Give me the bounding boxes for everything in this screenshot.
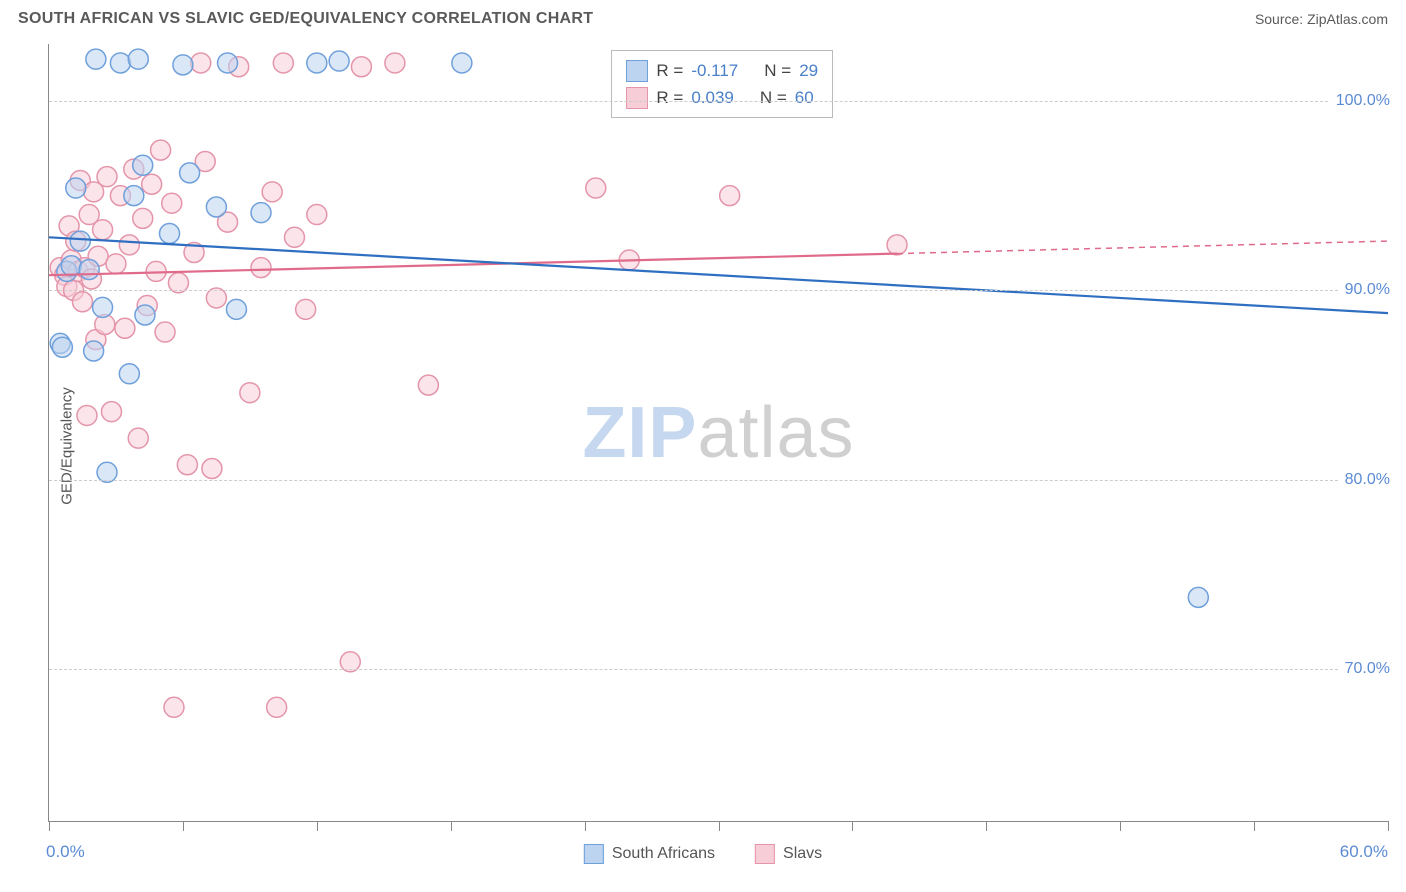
r-value-slavs: 0.039 — [691, 84, 734, 111]
r-value-south-africans: -0.117 — [691, 57, 738, 84]
n-value-slavs: 60 — [795, 84, 814, 111]
legend-label-slavs: Slavs — [783, 845, 822, 863]
chart-plot-area: ZIPatlas R = -0.117 N = 29 R = 0.039 N =… — [48, 44, 1388, 822]
legend-label-south-africans: South Africans — [612, 845, 715, 863]
n-label: N = — [764, 57, 791, 84]
n-value-south-africans: 29 — [799, 57, 818, 84]
chart-source: Source: ZipAtlas.com — [1255, 11, 1388, 27]
r-label: R = — [656, 84, 683, 111]
y-tick-label: 70.0% — [1339, 660, 1390, 678]
legend-swatch-icon — [584, 844, 604, 864]
legend-row-south-africans: R = -0.117 N = 29 — [626, 57, 818, 84]
chart-title: SOUTH AFRICAN VS SLAVIC GED/EQUIVALENCY … — [18, 10, 593, 28]
legend-swatch-slavs — [626, 87, 648, 109]
x-axis-min-label: 0.0% — [46, 842, 85, 862]
legend-swatch-icon — [755, 844, 775, 864]
legend-swatch-south-africans — [626, 60, 648, 82]
x-axis-max-label: 60.0% — [1340, 842, 1388, 862]
chart-header: SOUTH AFRICAN VS SLAVIC GED/EQUIVALENCY … — [0, 0, 1406, 34]
y-tick-label: 90.0% — [1339, 281, 1390, 299]
scatter-plot-svg — [49, 44, 1388, 821]
r-label: R = — [656, 57, 683, 84]
legend-row-slavs: R = 0.039 N = 60 — [626, 84, 818, 111]
n-label: N = — [760, 84, 787, 111]
correlation-legend: R = -0.117 N = 29 R = 0.039 N = 60 — [611, 50, 833, 118]
series-legend: South Africans Slavs — [584, 844, 822, 864]
legend-item-south-africans: South Africans — [584, 844, 715, 864]
y-tick-label: 80.0% — [1339, 471, 1390, 489]
legend-item-slavs: Slavs — [755, 844, 822, 864]
y-tick-label: 100.0% — [1330, 92, 1390, 110]
